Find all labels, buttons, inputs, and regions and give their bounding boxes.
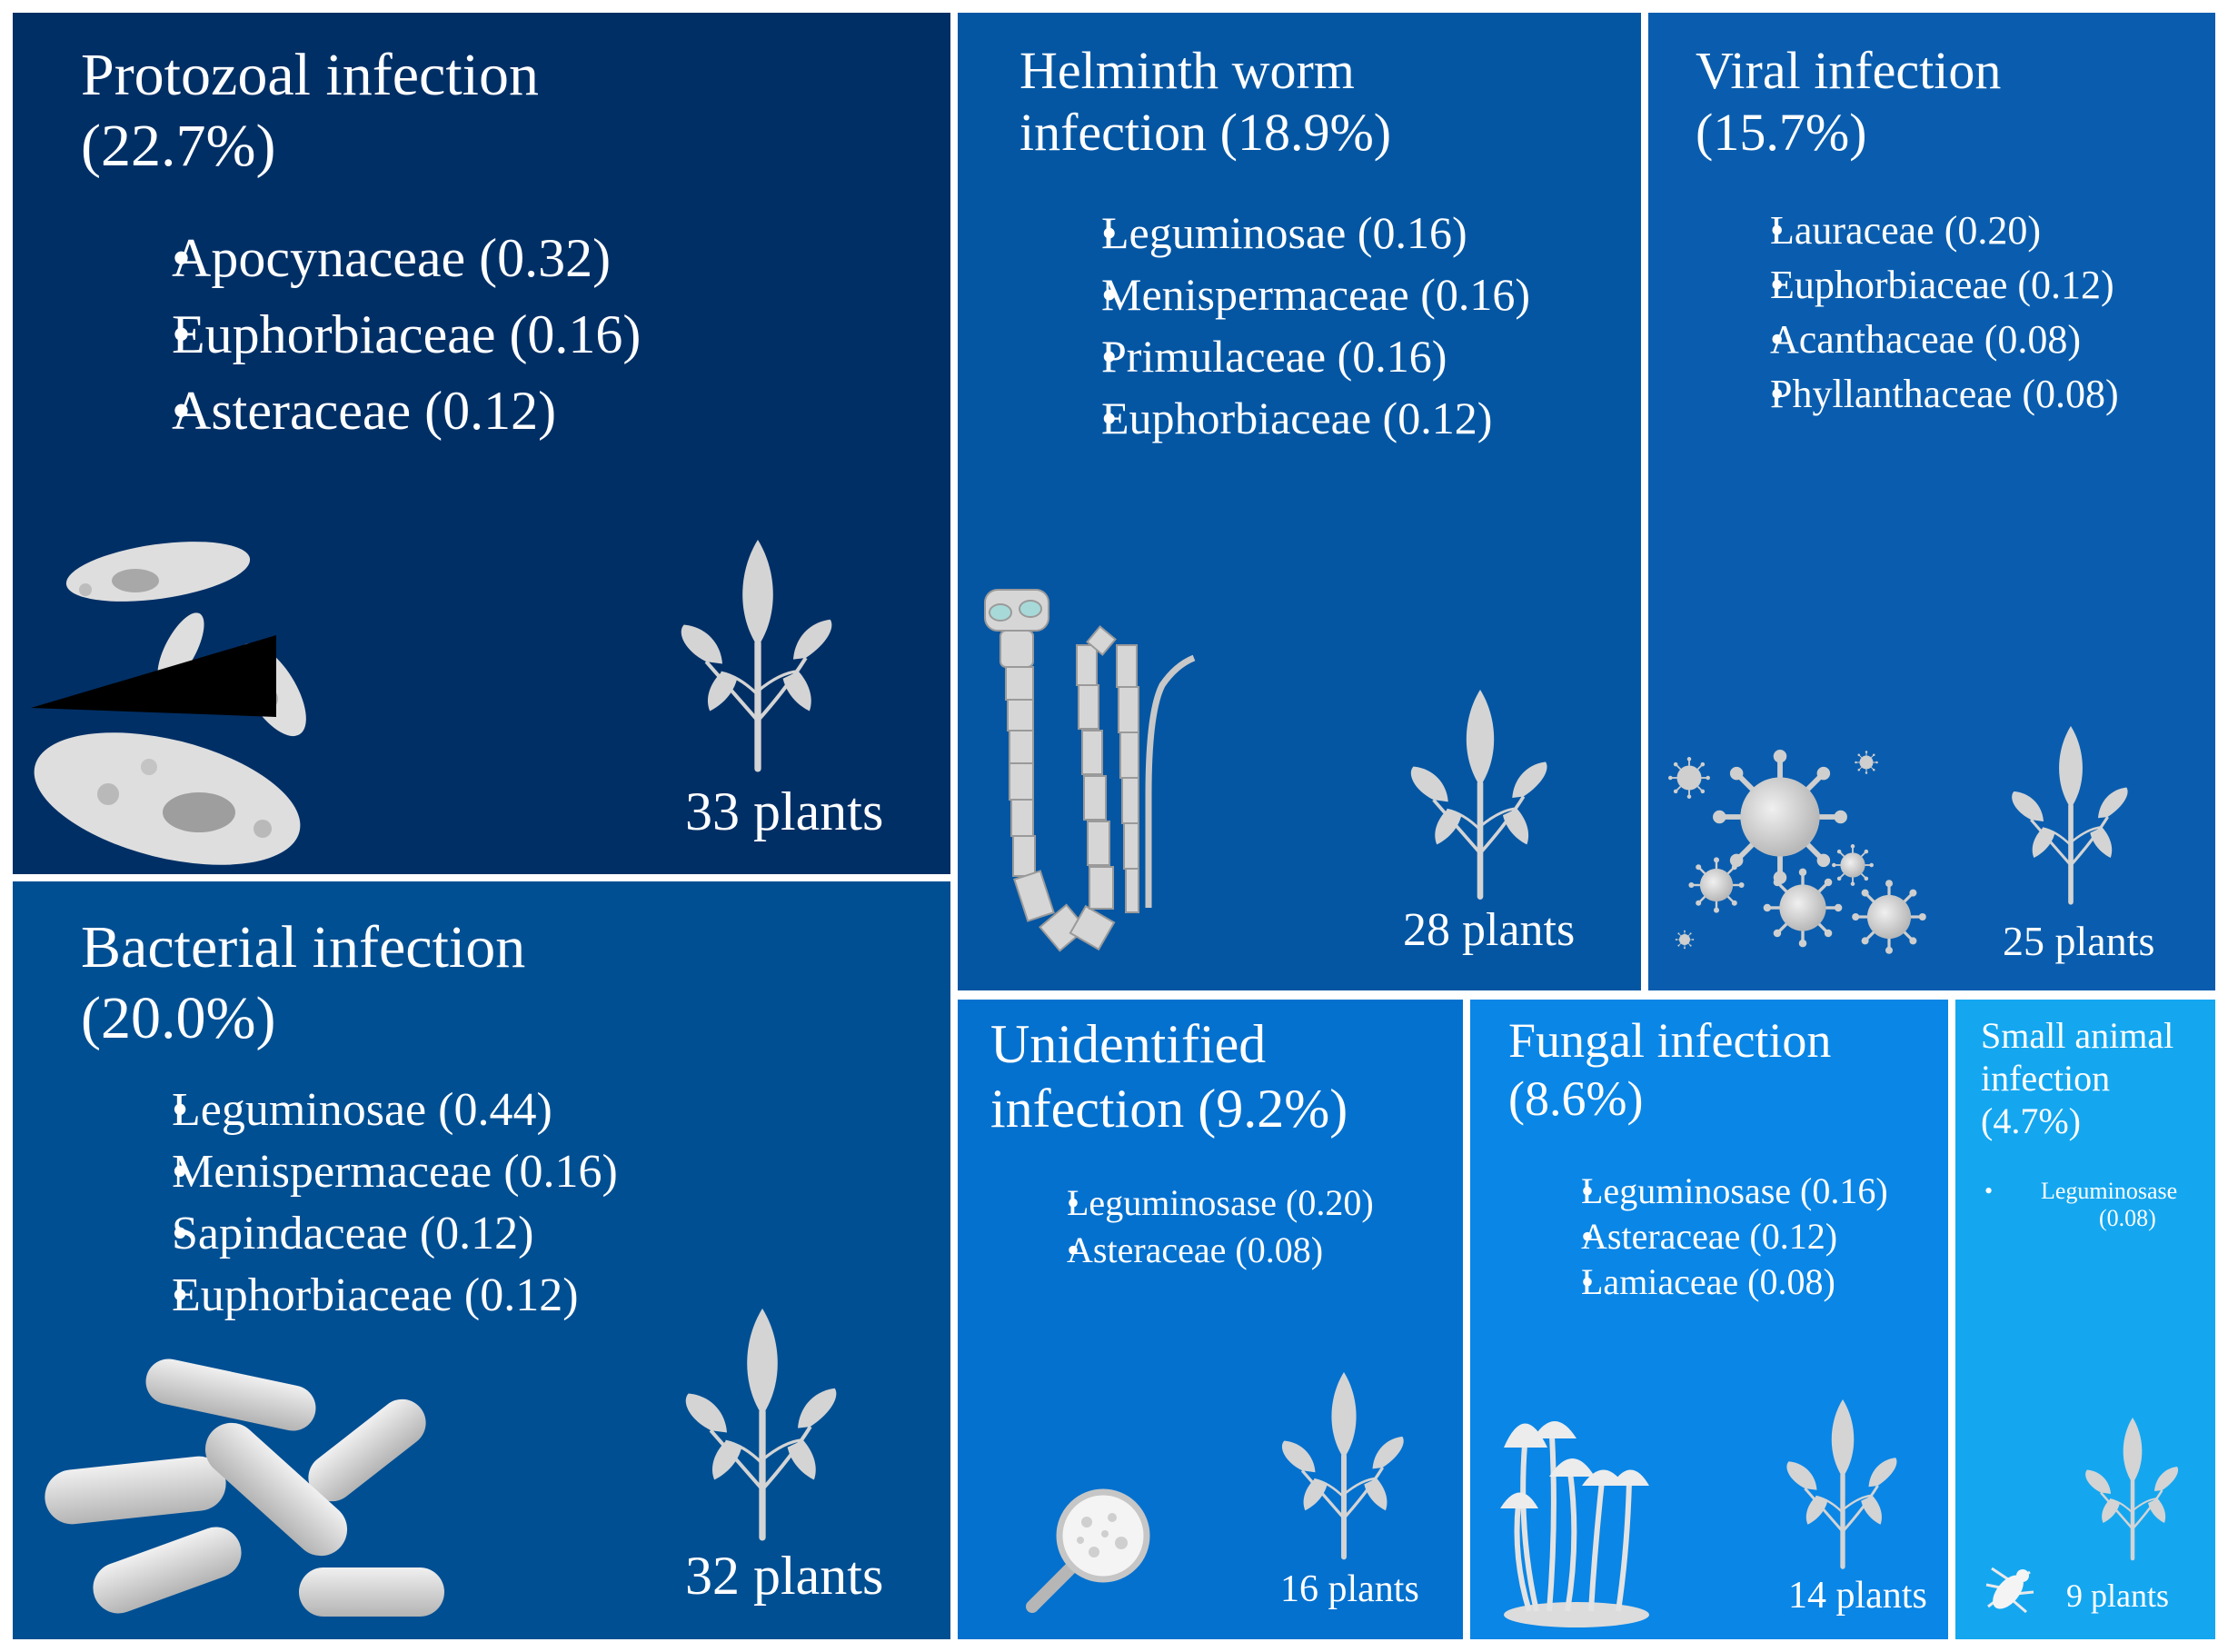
plant-count: 16 plants xyxy=(1280,1568,1419,1610)
tile-unidentified-infection: Unidentified infection (9.2%) Leguminosa… xyxy=(958,1000,1463,1639)
tile-title: Fungal infection (8.6%) xyxy=(1508,1013,1832,1126)
family-item: Acanthaceae (0.08) xyxy=(1699,313,2119,367)
tile-title: Protozoal infection (22.7%) xyxy=(81,42,540,179)
family-item: Menispermaceae (0.16) xyxy=(94,1141,618,1203)
family-item: Leguminosase xyxy=(1979,1178,2177,1205)
family-item: Euphorbiaceae (0.12) xyxy=(1029,387,1530,449)
virus-icon xyxy=(1667,749,1928,956)
family-list: Apocynaceae (0.32)Euphorbiaceae (0.16)As… xyxy=(94,220,641,449)
family-item: Asteraceae (0.08) xyxy=(994,1227,1374,1274)
family-item: Lamiaceae (0.08) xyxy=(1512,1259,1888,1305)
bacteria-icon xyxy=(45,1358,444,1617)
plant-count: 32 plants xyxy=(685,1546,884,1606)
family-list: Lauraceae (0.20)Euphorbiaceae (0.12)Acan… xyxy=(1699,204,2119,422)
plant-count: 25 plants xyxy=(2003,918,2155,964)
family-item: Phyllanthaceae (0.08) xyxy=(1699,367,2119,422)
tile-fungal-infection: Fungal infection (8.6%) Leguminosase (0.… xyxy=(1470,1000,1948,1639)
family-item: Leguminosase (0.20) xyxy=(994,1179,1374,1227)
family-item: Euphorbiaceae (0.16) xyxy=(94,296,641,373)
family-list: Leguminosase (0.20)Asteraceae (0.08) xyxy=(994,1179,1374,1274)
family-list: Leguminosase (0.16)Asteraceae (0.12)Lami… xyxy=(1512,1169,1888,1305)
plant-count: 9 plants xyxy=(2066,1577,2169,1614)
family-list: Leguminosae (0.44)Menispermaceae (0.16)S… xyxy=(94,1080,618,1327)
family-item: Leguminosae (0.16) xyxy=(1029,202,1530,264)
plant-sprout-icon xyxy=(649,540,867,776)
plant-sprout-icon xyxy=(1752,1399,1934,1572)
tile-small-animal-infection: Small animal infection (4.7%) Leguminosa… xyxy=(1955,1000,2215,1639)
family-item: Euphorbiaceae (0.12) xyxy=(1699,258,2119,313)
tapeworm-icon xyxy=(984,589,1196,952)
tile-bacterial-infection: Bacterial infection (20.0%) Leguminosae … xyxy=(13,881,950,1639)
family-item: Lauraceae (0.20) xyxy=(1699,204,2119,258)
tile-helminth-worm-infection: Helminth worm infection (18.9%) Legumino… xyxy=(958,13,1641,990)
family-item: Asteraceae (0.12) xyxy=(94,373,641,449)
louse-icon xyxy=(1985,1567,2034,1614)
tile-title: Unidentified infection (9.2%) xyxy=(990,1014,1348,1139)
plant-sprout-icon xyxy=(1385,690,1576,903)
mushroom-icon xyxy=(1500,1421,1649,1627)
tile-title: Viral infection (15.7%) xyxy=(1696,41,2002,163)
tile-title: Helminth worm infection (18.9%) xyxy=(1020,41,1392,163)
tile-viral-infection: Viral infection (15.7%) Lauraceae (0.20)… xyxy=(1648,13,2215,990)
family-item: Sapindaceae (0.12) xyxy=(94,1203,618,1265)
tile-protozoal-infection: Protozoal infection (22.7%) Apocynaceae … xyxy=(13,13,950,874)
plant-sprout-icon xyxy=(1975,726,2166,908)
family-list: Leguminosase(0.08) xyxy=(1979,1178,2177,1232)
plant-sprout-icon xyxy=(1248,1372,1439,1563)
plant-count: 33 plants xyxy=(685,781,884,841)
tile-title: Bacterial infection (20.0%) xyxy=(81,914,526,1051)
family-item: Menispermaceae (0.16) xyxy=(1029,264,1530,325)
family-item: Leguminosae (0.44) xyxy=(94,1080,618,1141)
plant-count: 28 plants xyxy=(1403,904,1576,956)
family-item: Primulaceae (0.16) xyxy=(1029,325,1530,387)
plant-sprout-icon xyxy=(2064,1418,2201,1563)
family-list: Leguminosae (0.16)Menispermaceae (0.16)P… xyxy=(1029,202,1530,449)
plant-sprout-icon xyxy=(653,1309,871,1545)
plant-count: 14 plants xyxy=(1788,1575,1927,1617)
family-item: Leguminosase (0.16) xyxy=(1512,1169,1888,1214)
family-item: Euphorbiaceae (0.12) xyxy=(94,1265,618,1327)
family-item: Asteraceae (0.12) xyxy=(1512,1214,1888,1259)
protozoa-icon xyxy=(31,542,306,865)
family-item: Apocynaceae (0.32) xyxy=(94,220,641,296)
tile-title: Small animal infection (4.7%) xyxy=(1981,1015,2174,1142)
family-item: (0.08) xyxy=(2099,1205,2156,1231)
magnifier-icon xyxy=(1026,1488,1150,1613)
